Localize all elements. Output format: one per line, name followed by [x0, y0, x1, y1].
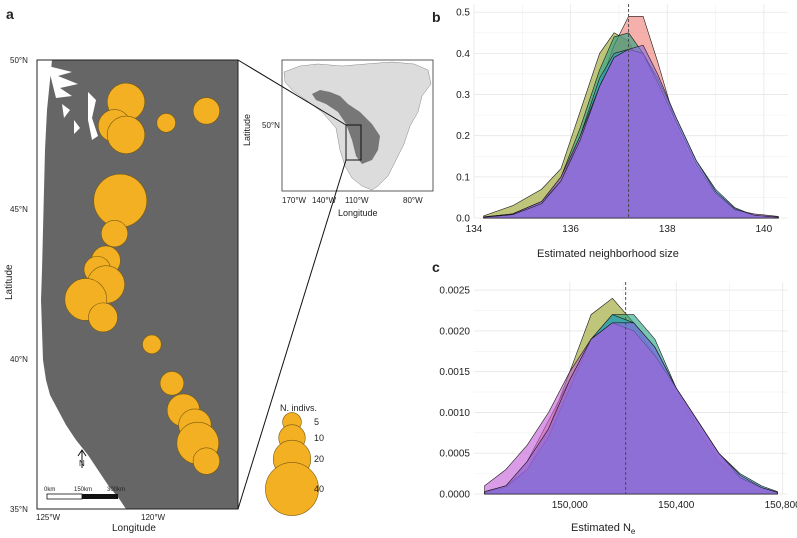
- panel-label-c: c: [432, 259, 440, 275]
- xlabel-c-main: Estimated N: [571, 522, 631, 534]
- x-tick-label: 150,000: [552, 500, 589, 511]
- legend-title: N. indivs.: [280, 403, 317, 413]
- sample-point: [142, 334, 162, 355]
- inset-ylabel: Latitude: [242, 114, 252, 146]
- sample-point: [192, 447, 220, 475]
- y-tick-label: 0.0000: [439, 490, 470, 501]
- y-tick-label: 0.0005: [439, 449, 470, 460]
- north-arrow: N: [77, 449, 87, 468]
- lat-tick-50: 50°N: [10, 56, 28, 65]
- y-tick-label: 0.2: [456, 131, 470, 142]
- main-map: N 0km 150km 300km: [36, 59, 239, 510]
- inset-lat-50: 50°N: [262, 121, 280, 130]
- legend-label-20: 20: [314, 454, 324, 464]
- y-tick-label: 0.0: [456, 214, 470, 225]
- sample-point: [100, 220, 129, 248]
- sample-point: [192, 97, 220, 125]
- inset-extent-box: [345, 124, 362, 161]
- x-tick-label: 150,800: [765, 500, 797, 511]
- lon-tick-120: 120°W: [141, 513, 166, 522]
- scale-label-0: 0km: [44, 487, 55, 493]
- x-tick-label: 134: [466, 224, 483, 235]
- legend-label-10: 10: [314, 433, 324, 443]
- salish-sea: [48, 66, 78, 98]
- inset-map: 170°W 140°W 110°W 80°W Longitude 50°N La…: [242, 59, 434, 218]
- panel-label-b: b: [432, 9, 441, 25]
- scale-label-150: 150km: [74, 487, 92, 493]
- density-series-purple: [484, 322, 778, 495]
- density-plot-c: 150,000 150,400 150,800 0.0000 0.0005 0.0010 0…: [439, 282, 797, 511]
- xlabel-c: Estimated Ne: [571, 522, 636, 536]
- map-xlabel: Longitude: [112, 523, 156, 534]
- inset-lon-110: 110°W: [345, 196, 369, 205]
- lat-tick-45: 45°N: [10, 205, 28, 214]
- sample-points: [64, 82, 220, 475]
- density-series-purple: [483, 44, 779, 219]
- connector-bottom: [237, 159, 347, 510]
- y-tick-label: 0.5: [456, 8, 470, 19]
- inset-xlabel: Longitude: [338, 208, 378, 218]
- x-tick-label: 136: [562, 224, 579, 235]
- xlabel-c-sub: e: [631, 527, 636, 536]
- inset-lon-140: 140°W: [312, 196, 337, 205]
- island: [62, 104, 70, 118]
- inset-lon-170: 170°W: [282, 196, 307, 205]
- x-tick-label: 138: [659, 224, 676, 235]
- size-legend: N. indivs. 5 10 20 40: [265, 403, 324, 516]
- sample-point: [159, 371, 185, 396]
- panel-label-a: a: [6, 6, 14, 22]
- y-tick-label: 0.4: [456, 49, 470, 60]
- pacific-ocean: [37, 60, 126, 509]
- lat-tick-40: 40°N: [10, 355, 28, 364]
- y-tick-label: 0.0025: [439, 286, 470, 297]
- x-tick-label: 150,400: [658, 500, 695, 511]
- map-axes: 50°N 45°N 40°N 35°N 125°W 120°W Longitud…: [4, 56, 166, 534]
- density-plot-b: 134 136 138 140 0.0 0.1 0.2 0.3 0.4 0.5: [456, 4, 788, 235]
- map-frame: [36, 59, 239, 510]
- inset-lon-80: 80°W: [403, 196, 423, 205]
- y-tick-label: 0.0010: [439, 408, 470, 419]
- sample-point: [106, 115, 146, 154]
- sample-point: [156, 113, 176, 133]
- puget-sound: [88, 92, 98, 140]
- legend-label-40: 40: [314, 484, 324, 494]
- island: [74, 120, 80, 134]
- x-tick-label: 140: [756, 224, 773, 235]
- sample-point: [93, 173, 148, 228]
- y-tick-label: 0.0015: [439, 367, 470, 378]
- scale-bar: 0km 150km 300km: [44, 487, 125, 500]
- connector-top: [237, 59, 347, 126]
- y-tick-label: 0.1: [456, 172, 470, 183]
- y-tick-label: 0.3: [456, 90, 470, 101]
- xlabel-b: Estimated neighborhood size: [537, 248, 679, 260]
- sample-point: [88, 302, 118, 333]
- north-label: N: [79, 459, 85, 468]
- lat-tick-35: 35°N: [10, 505, 28, 514]
- legend-circle-40: [265, 462, 319, 516]
- scale-label-300: 300km: [107, 487, 125, 493]
- lon-tick-125: 125°W: [36, 513, 61, 522]
- y-tick-label: 0.0020: [439, 326, 470, 337]
- legend-label-5: 5: [314, 417, 319, 427]
- species-range: [312, 90, 380, 164]
- map-ylabel: Latitude: [4, 264, 15, 300]
